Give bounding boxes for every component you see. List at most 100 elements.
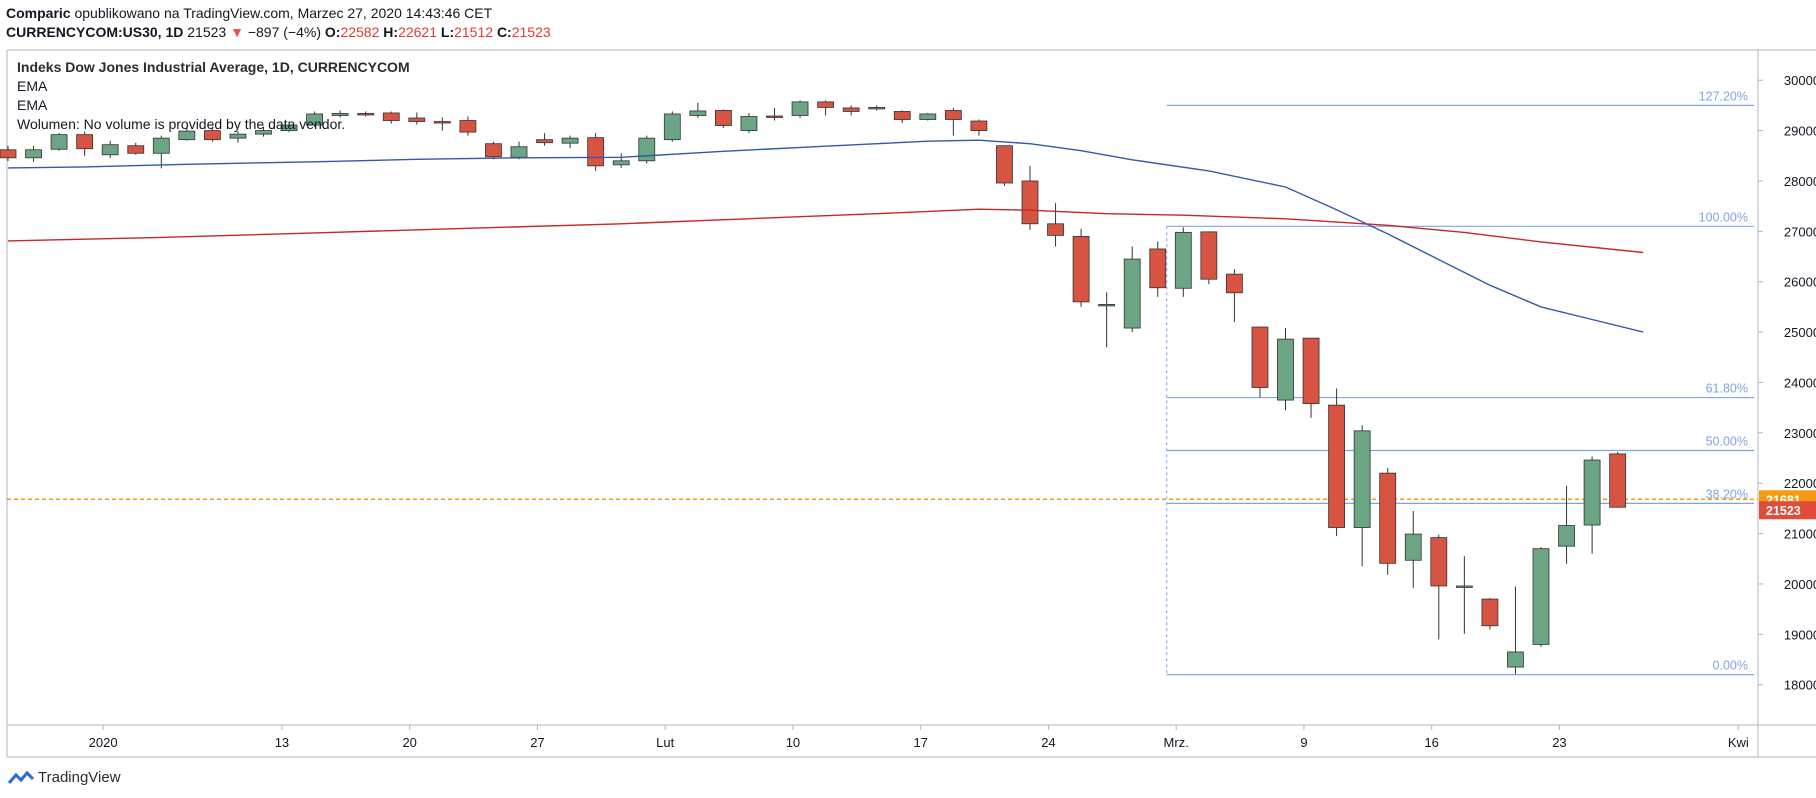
candle (1174, 227, 1192, 297)
candle-body-down (817, 101, 834, 108)
open-label: O: (324, 24, 341, 40)
candle-body-down (1481, 598, 1499, 627)
candle (587, 133, 605, 171)
candle-body-down (408, 117, 426, 122)
candle (1532, 547, 1550, 647)
price-tick-label: 23000 (1784, 426, 1816, 441)
candle-body-down (382, 112, 400, 121)
candle (1379, 468, 1397, 575)
time-tick-label: 24 (1041, 735, 1055, 750)
publish-text: opublikowano na TradingView.com, Marzec … (74, 5, 493, 21)
candle (485, 141, 502, 160)
symbol-label: CURRENCYCOM:US30, 1D (6, 24, 184, 40)
candle (944, 107, 962, 136)
close-value: 21523 (511, 24, 551, 40)
candle-body-down (76, 134, 94, 150)
candle (663, 111, 681, 142)
candle-body-up (50, 134, 68, 150)
candle (1302, 337, 1320, 418)
high-value: 22621 (398, 24, 437, 40)
candle-body-up (919, 113, 937, 120)
price-tick-label: 24000 (1784, 375, 1816, 390)
candle-body-up (1174, 231, 1192, 289)
time-tick-label: 10 (786, 735, 800, 750)
candle (536, 133, 553, 146)
candle-body-down (1021, 180, 1039, 225)
candle-body-down (766, 115, 783, 118)
candles (0, 100, 1627, 675)
fib-level-label: 61.80% (1706, 382, 1748, 396)
fib-level-label: 0.00% (1713, 659, 1748, 673)
price-tick-label: 19000 (1784, 627, 1816, 642)
ema-lines (7, 139, 1644, 333)
candle (740, 112, 758, 134)
fib-retracement[interactable]: 127.20% 100.00% 61.80% 50.00% 38.20% 0.00% (1166, 89, 1754, 676)
candle-body-up (740, 116, 758, 131)
candle (919, 112, 937, 121)
chart-legend: Indeks Dow Jones Industrial Average, 1D,… (17, 58, 410, 134)
candle-body-up (1583, 459, 1601, 526)
fib-level-label: 50.00% (1706, 434, 1748, 448)
candle-body-down (1328, 404, 1345, 528)
candle-body-up (152, 137, 170, 154)
time-tick-label: Kwi (1728, 735, 1749, 750)
candle (1455, 556, 1473, 634)
legend-ema-slow[interactable]: EMA (17, 97, 48, 113)
candle-body-up (663, 113, 681, 141)
legend-volume[interactable]: Wolumen: No volume is provided by the da… (17, 116, 346, 132)
candle-body-up (306, 113, 324, 126)
candle-body-down (944, 110, 962, 120)
price-tick-label: 20000 (1784, 577, 1816, 592)
candle (1200, 231, 1218, 285)
candle (612, 153, 630, 168)
candle (893, 110, 911, 124)
candle-body-down (536, 139, 553, 144)
change-value: −897 (−4%) (247, 24, 321, 40)
time-tick-label: 23 (1552, 735, 1566, 750)
legend-ema-fast[interactable]: EMA (17, 78, 48, 94)
candle (101, 140, 119, 159)
candle (203, 126, 221, 142)
candle (970, 119, 988, 136)
candle-body-up (612, 160, 630, 166)
time-tick-label: 13 (275, 735, 289, 750)
open-value: 22582 (340, 24, 380, 40)
time-axis[interactable]: 2020 13 20 27 Lut 10 17 24 Mrz. 9 16 23 Kwi (89, 725, 1749, 750)
candle (433, 117, 451, 131)
candle (408, 112, 426, 125)
candle-body-down (433, 121, 451, 124)
candle-body-down (1200, 231, 1218, 280)
candle-body-up (255, 130, 272, 135)
candle-body-up (1558, 525, 1575, 547)
tradingview-logo[interactable]: TradingView (8, 769, 121, 786)
candle (1226, 269, 1243, 323)
price-tick-label: 25000 (1784, 325, 1816, 340)
down-arrow-icon: ▼ (230, 24, 244, 40)
candle (1072, 228, 1090, 307)
candle-body-up (689, 110, 707, 116)
candle (1047, 203, 1064, 247)
candle-body-up (1277, 338, 1294, 401)
candle (1481, 598, 1499, 630)
candle (306, 111, 324, 128)
candle (1583, 456, 1601, 554)
candle-body-up (868, 107, 886, 110)
candle (50, 133, 68, 151)
candle-body-down (357, 113, 375, 116)
candle-body-down (485, 143, 502, 158)
candle-body-down (893, 111, 911, 120)
price-tick-label: 27000 (1784, 224, 1816, 239)
candle (996, 145, 1013, 187)
candle-body-up (1532, 548, 1550, 645)
candle-body-down (996, 145, 1013, 184)
time-tick-label: Mrz. (1164, 735, 1189, 750)
candle-body-up (25, 149, 42, 159)
candle-body-down (842, 107, 860, 112)
candle (766, 107, 783, 121)
candle-body-down (1149, 248, 1167, 289)
time-tick-label: 9 (1300, 735, 1307, 750)
candle (152, 135, 170, 169)
candle-body-down (1251, 326, 1269, 388)
price-axis[interactable]: 18000 19000 20000 21000 22000 23000 24000 25000… (1758, 73, 1816, 693)
